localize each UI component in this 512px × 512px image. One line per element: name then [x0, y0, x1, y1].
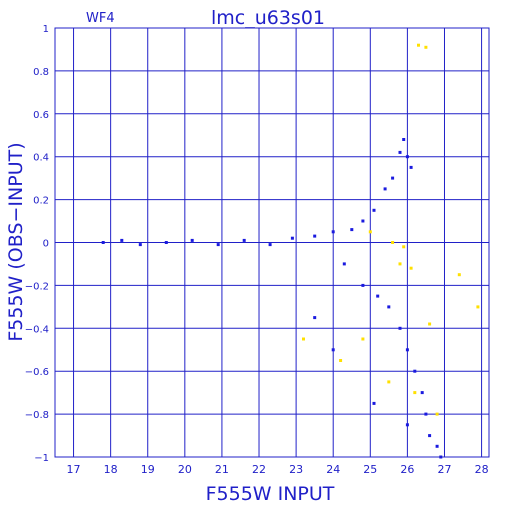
data-point	[457, 273, 461, 277]
y-tick-label: −0.8	[25, 410, 49, 421]
data-point	[387, 305, 391, 309]
data-point	[409, 165, 413, 169]
y-tick-label: −0.4	[25, 324, 49, 335]
data-point	[383, 187, 387, 191]
data-point	[405, 423, 409, 427]
data-point	[361, 337, 365, 341]
data-point	[387, 380, 391, 384]
data-point	[398, 326, 402, 330]
data-point	[361, 283, 365, 287]
data-point	[424, 412, 428, 416]
data-point	[402, 138, 406, 141]
data-point	[417, 43, 420, 47]
y-tick-label: 0	[43, 239, 49, 250]
data-point	[372, 208, 376, 212]
y-tick-label: 0.8	[33, 67, 49, 78]
data-point	[342, 262, 346, 266]
data-point	[391, 176, 395, 180]
data-point	[391, 241, 395, 244]
data-point	[313, 234, 317, 238]
y-tick-label: 0.4	[33, 153, 49, 164]
data-point	[413, 391, 417, 395]
x-tick-label: 24	[326, 463, 340, 476]
data-point	[138, 243, 142, 247]
x-tick-label: 17	[67, 463, 81, 476]
data-point	[402, 245, 406, 249]
x-tick-label: 25	[363, 463, 377, 476]
x-axis-label: F555W INPUT	[206, 483, 335, 505]
data-point	[376, 294, 380, 298]
x-tick-label: 22	[252, 463, 266, 476]
x-tick-label: 28	[475, 463, 489, 476]
x-tick-label: 19	[141, 463, 155, 476]
data-point	[435, 444, 439, 448]
chart-title: lmc_u63s01	[211, 7, 325, 29]
data-point	[242, 238, 246, 242]
data-point	[339, 359, 343, 362]
data-point	[331, 230, 335, 234]
data-point	[398, 262, 402, 266]
data-point	[361, 219, 365, 223]
plot-frame	[54, 27, 490, 458]
y-tick-label: −1	[34, 453, 49, 464]
data-point	[420, 391, 424, 395]
x-tick-label: 23	[289, 463, 303, 476]
data-point	[190, 238, 194, 242]
x-tick-label: 27	[437, 463, 451, 476]
data-point	[350, 228, 354, 232]
x-tick-label: 20	[178, 463, 192, 476]
data-point	[424, 45, 428, 49]
panel-label: WF4	[86, 11, 115, 26]
data-point	[405, 348, 409, 352]
data-point	[331, 348, 335, 352]
data-point	[313, 316, 317, 320]
y-tick-label: 0.2	[33, 196, 49, 207]
data-point	[101, 241, 105, 244]
data-point	[372, 401, 376, 405]
y-tick-label: 0.6	[33, 110, 49, 121]
y-tick-label: 1	[43, 24, 49, 35]
data-point	[409, 266, 413, 270]
x-tick-label: 21	[215, 463, 229, 476]
x-tick-label: 18	[104, 463, 118, 476]
y-tick-label: −0.6	[25, 367, 49, 378]
data-point	[302, 337, 305, 341]
data-point	[268, 243, 272, 247]
data-point	[476, 305, 480, 309]
data-point	[164, 241, 168, 244]
tick-labels: 17 18 19 20 21 22 23 24 25 26 27 28 1 0.8 0.6 0.4 0.2 0 −0…	[25, 24, 489, 476]
data-point	[216, 243, 220, 247]
data-point	[435, 412, 439, 416]
data-point	[368, 230, 372, 234]
data-point	[405, 155, 409, 159]
data-point	[290, 236, 294, 240]
data-point	[413, 369, 417, 373]
y-tick-label: −0.2	[25, 281, 49, 292]
y-axis-label: F555W (OBS−INPUT)	[5, 142, 27, 341]
data-point	[428, 322, 432, 326]
data-point	[398, 150, 402, 154]
data-point	[120, 238, 124, 242]
x-tick-label: 26	[400, 463, 414, 476]
data-point	[428, 434, 432, 438]
